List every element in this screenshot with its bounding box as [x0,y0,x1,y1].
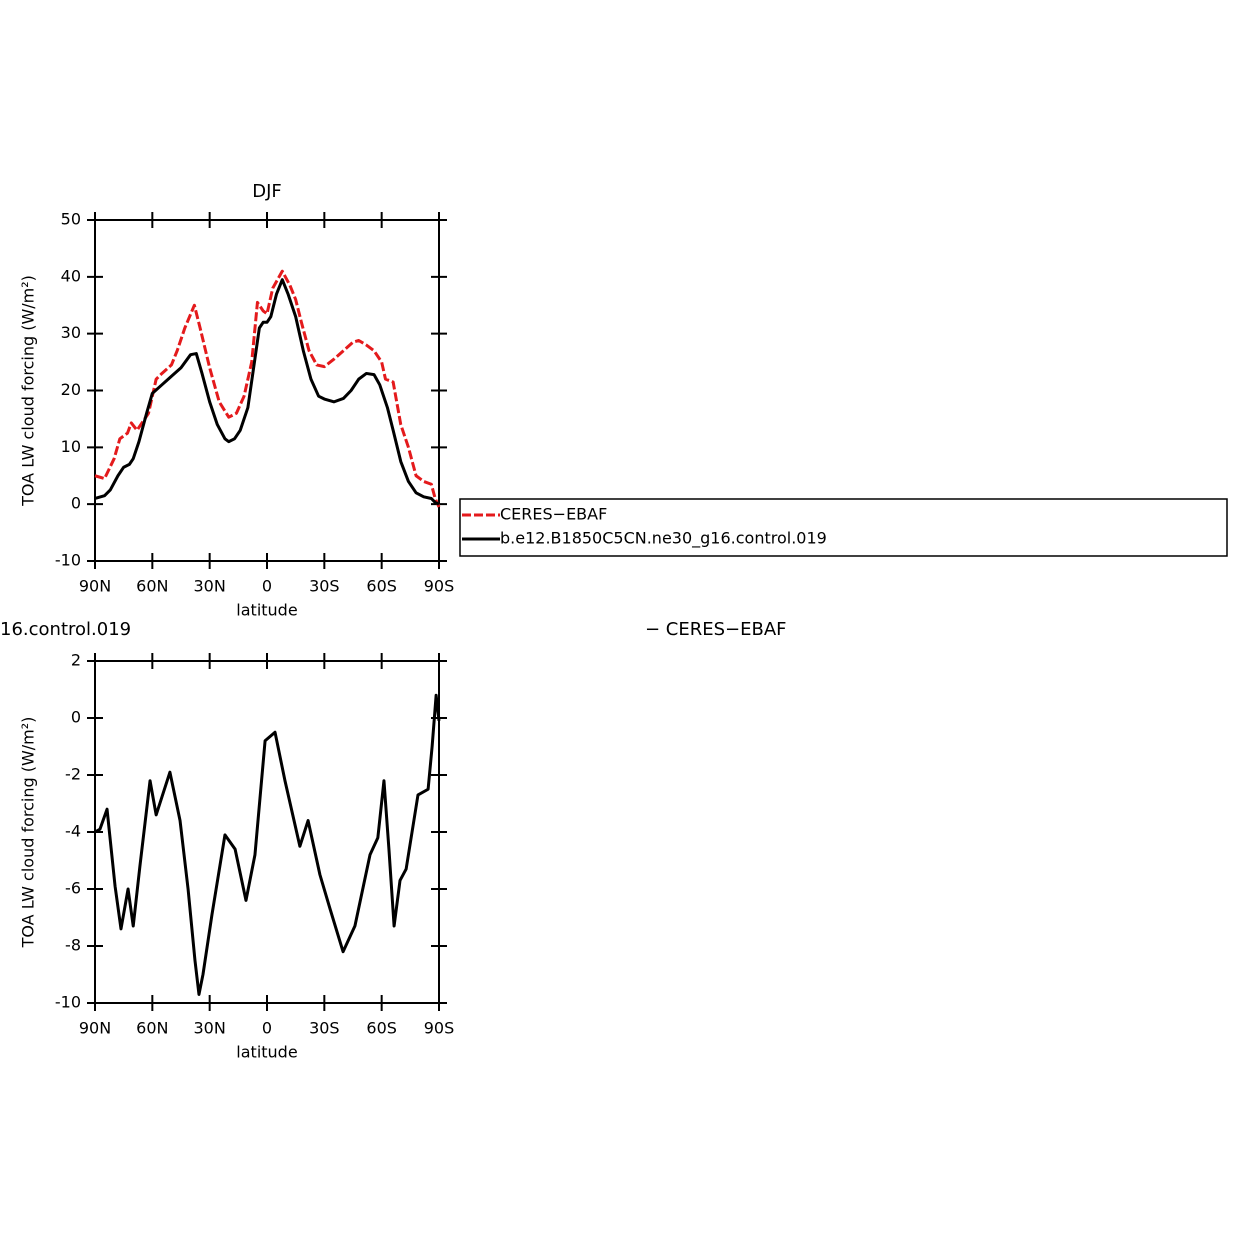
y-axis-label: TOA LW cloud forcing (W/m²) [19,717,38,949]
x-tick-label: 60N [136,577,168,596]
x-tick-label: 90S [424,1019,455,1038]
y-tick-label: -10 [55,993,81,1012]
y-tick-label: 10 [61,437,81,456]
x-tick-label: 30N [194,577,226,596]
x-tick-label: 90N [79,1019,111,1038]
series-line [94,269,441,508]
plot-frame [94,219,440,562]
legend-label: CERES−EBAF [500,505,607,524]
x-tick-label: 0 [262,577,272,596]
x-tick-label: 30S [309,577,340,596]
x-tick-label: 90N [79,577,111,596]
legend-label: b.e12.B1850C5CN.ne30_g16.control.019 [500,529,827,549]
y-tick-label: -10 [55,551,81,570]
chart-title: DJF [252,181,282,202]
x-tick-label: 60S [366,577,397,596]
y-tick-label: 2 [71,651,81,670]
x-tick-label: 60N [136,1019,168,1038]
chart-subtitle: − CERES−EBAF [645,619,787,640]
series-line [94,693,441,996]
y-axis-label: TOA LW cloud forcing (W/m²) [19,275,38,507]
x-axis-label: latitude [236,1043,297,1062]
x-tick-label: 90S [424,577,455,596]
y-tick-label: 0 [71,494,81,513]
series-line [94,278,440,506]
legend-box [459,498,1228,557]
y-tick-label: -6 [65,879,81,898]
y-tick-label: 40 [61,266,81,285]
x-tick-label: 30S [309,1019,340,1038]
y-tick-label: 20 [61,380,81,399]
y-tick-label: 0 [71,708,81,727]
x-tick-label: 60S [366,1019,397,1038]
chart-title: 16.control.019 [0,619,131,640]
y-tick-label: -4 [65,822,81,841]
y-tick-label: -8 [65,936,81,955]
y-tick-label: 30 [61,323,81,342]
y-tick-label: -2 [65,765,81,784]
x-axis-label: latitude [236,601,297,620]
x-tick-label: 30N [194,1019,226,1038]
y-tick-label: 50 [61,210,81,229]
x-tick-label: 0 [262,1019,272,1038]
